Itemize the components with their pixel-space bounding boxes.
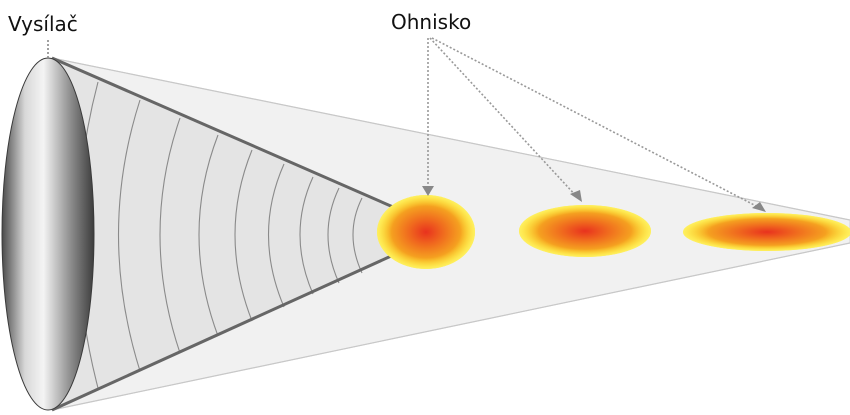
focal-spot-1 xyxy=(377,195,475,269)
transmitter-label: Vysílač xyxy=(8,14,78,34)
transmitter-dish xyxy=(2,58,94,410)
focal-spot-2 xyxy=(519,205,651,257)
focus-label: Ohnisko xyxy=(391,12,471,32)
focal-spot-3 xyxy=(683,213,850,251)
